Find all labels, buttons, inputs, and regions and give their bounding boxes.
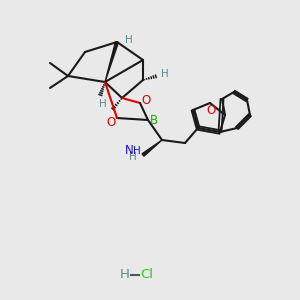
Text: O: O	[106, 116, 116, 128]
Text: H: H	[133, 146, 141, 156]
Text: N: N	[124, 145, 134, 158]
Text: B: B	[150, 113, 158, 127]
Text: H: H	[161, 69, 169, 79]
Polygon shape	[105, 42, 119, 82]
Text: H: H	[99, 99, 107, 109]
Text: O: O	[206, 104, 216, 118]
Text: H: H	[125, 35, 133, 45]
Text: O: O	[141, 94, 151, 106]
Text: H: H	[120, 268, 130, 281]
Polygon shape	[142, 140, 162, 156]
Text: H: H	[129, 152, 137, 162]
Text: Cl: Cl	[140, 268, 154, 281]
